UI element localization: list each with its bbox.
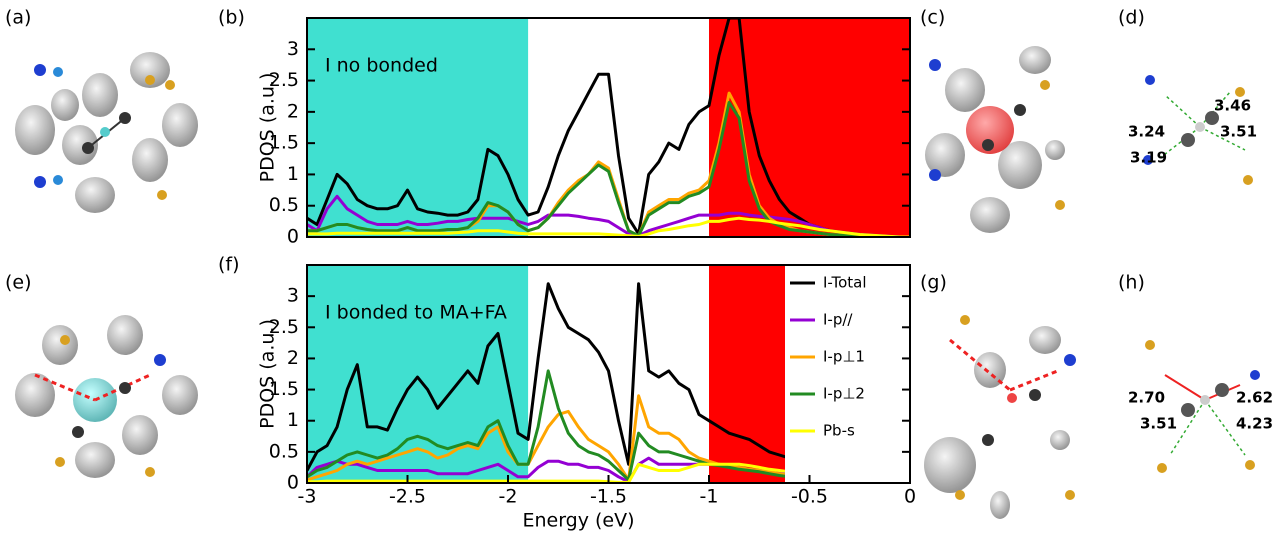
y-tick-label: 1.5 <box>269 378 299 400</box>
panel-label: (b) <box>218 7 245 29</box>
panel-label: (e) <box>5 272 32 294</box>
y-tick-label: 2 <box>287 347 299 369</box>
legend-label: I-p⊥1 <box>823 348 865 366</box>
y-tick-label: 0 <box>287 226 299 248</box>
distance-label: 3.19 <box>1130 149 1167 167</box>
series-line <box>307 101 910 237</box>
y-tick-label: 3 <box>287 38 299 60</box>
figure-labels: (a) (c) (d) (e) (g) (h) 3.24 3.46 3.19 3… <box>5 7 1273 433</box>
energy-region <box>307 18 529 237</box>
series-line <box>307 216 910 237</box>
y-tick-label: 1.5 <box>269 132 299 154</box>
legend-label: I-p⊥2 <box>823 385 865 403</box>
distance-label: 3.51 <box>1220 123 1257 141</box>
x-tick-label: -0.5 <box>791 486 828 508</box>
molecule-art <box>15 46 1260 519</box>
y-axis-label: PDOS (a.u.) <box>257 319 279 429</box>
annotation: I bonded to MA+FA <box>325 302 507 324</box>
distance-label: 2.62 <box>1236 389 1273 407</box>
x-tick-label: -3 <box>298 486 317 508</box>
legend-label: I-Total <box>823 274 867 292</box>
plot-frame <box>306 17 911 238</box>
series-line <box>307 194 910 237</box>
x-axis-label: Energy (eV) <box>522 510 634 532</box>
y-tick-label: 1 <box>287 163 299 185</box>
y-tick-label: 1 <box>287 409 299 431</box>
panel-label: (h) <box>1118 272 1145 294</box>
distance-label: 3.51 <box>1140 415 1177 433</box>
y-axis-label: PDOS (a.u.) <box>257 73 279 183</box>
legend-label: Pb-s <box>823 422 855 440</box>
distance-label: 3.24 <box>1128 123 1165 141</box>
y-tick-label: 0.5 <box>269 194 299 216</box>
x-tick-label: -2.5 <box>389 486 426 508</box>
y-tick-label: 3 <box>287 285 299 307</box>
legend-box <box>785 265 910 483</box>
distance-label: 3.46 <box>1214 97 1251 115</box>
panel-label: (f) <box>218 254 240 276</box>
panel-label: (g) <box>920 272 947 294</box>
pdos-chart: 0 0.5 1 1.5 2 2.5 3 PDOS (a.u.) (b) I no bonded <box>218 7 911 248</box>
plot-lines <box>307 18 910 237</box>
pdos-chart: I-Total I-p// I-p⊥1 I-p⊥2 Pb-s 0 0.5 1 1.5 2 2.5 3 -… <box>218 254 916 532</box>
y-tick-label: 2 <box>287 100 299 122</box>
panel-label: (c) <box>920 7 945 29</box>
y-tick-label: 0 <box>287 472 299 494</box>
y-tick-label: 0.5 <box>269 440 299 462</box>
legend-label: I-p// <box>823 311 853 329</box>
panel-label: (d) <box>1118 7 1145 29</box>
y-tick-label: 2.5 <box>269 316 299 338</box>
energy-region <box>307 265 529 483</box>
panel-label: (a) <box>5 7 31 29</box>
x-tick-label: -1 <box>700 486 719 508</box>
distance-label: 4.23 <box>1236 415 1273 433</box>
annotation: I no bonded <box>325 55 438 77</box>
x-tick-label: -2 <box>499 486 518 508</box>
x-tick-label: 0 <box>904 486 916 508</box>
x-tick-label: -1.5 <box>590 486 627 508</box>
y-tick-label: 2.5 <box>269 69 299 91</box>
distance-label: 2.70 <box>1128 389 1165 407</box>
